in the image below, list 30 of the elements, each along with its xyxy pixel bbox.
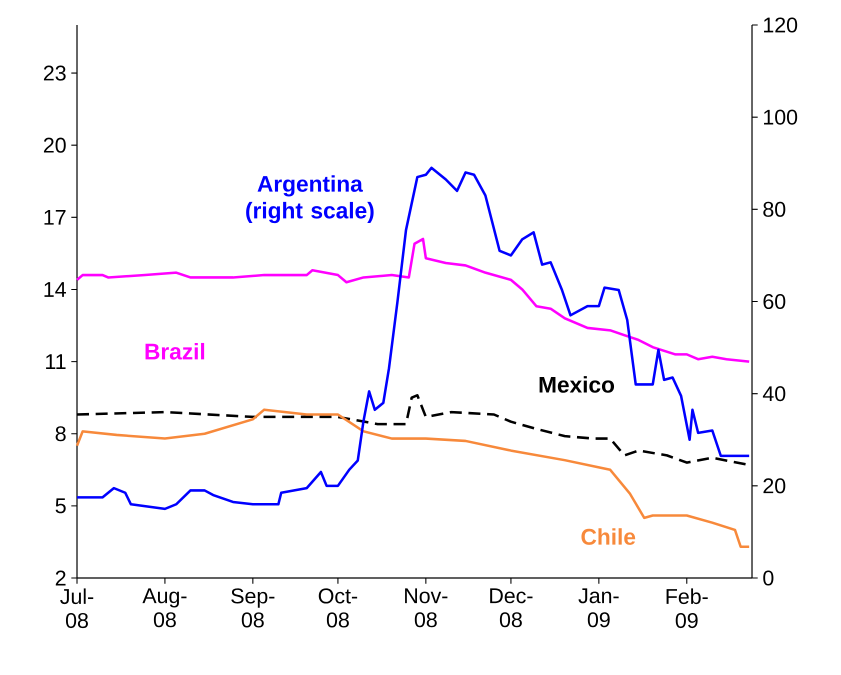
y-tick-label: 14 (44, 282, 66, 297)
y2-tick-label: 80 (763, 202, 786, 217)
y-tick-label: 2 (56, 570, 66, 586)
y2-tick-label: 40 (762, 386, 786, 402)
y-tick-label: 17 (44, 210, 66, 225)
y-tick-label: 11 (46, 354, 66, 369)
y2-tick-label: 0 (763, 570, 774, 586)
y2-tick-label: 100 (764, 110, 798, 125)
series-label: Mexico (540, 376, 614, 393)
x-tick-label: Oct- 08 (318, 588, 358, 628)
x-tick-label: Sep- 08 (231, 588, 274, 628)
y2-tick-label: 20 (763, 478, 786, 494)
x-tick-label: Jul- 08 (60, 588, 94, 628)
x-tick-label: Aug- 08 (142, 588, 186, 628)
y-tick-label: 5 (56, 498, 66, 514)
series-label: Chile (581, 528, 636, 545)
y2-tick-label: 120 (764, 17, 798, 33)
y-tick-label: 20 (44, 138, 66, 153)
x-tick-label: Feb- 09 (666, 588, 708, 628)
y2-tick-label: 60 (763, 294, 786, 310)
y-tick-label: 8 (56, 426, 66, 442)
line-series (76, 166, 750, 510)
x-tick-label: Dec- 08 (490, 588, 532, 628)
series-label: Argentina (right scale) (246, 175, 374, 224)
line-series (76, 408, 750, 548)
x-tick-label: Jan- 09 (578, 588, 619, 628)
y-tick-label: 23 (44, 66, 66, 81)
text: Brazil (146, 342, 204, 360)
line-series (76, 238, 750, 363)
x-tick-label: Nov- 08 (405, 588, 448, 628)
